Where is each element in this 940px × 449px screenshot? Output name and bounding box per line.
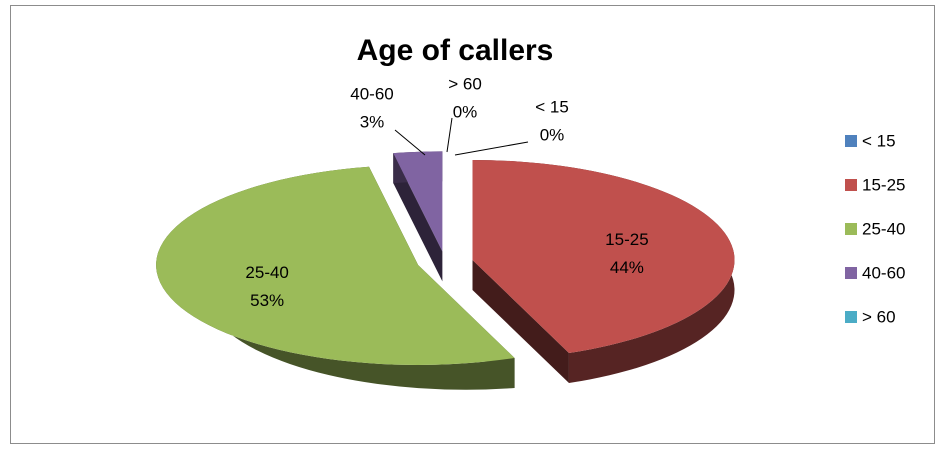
data-label-value: 53%	[250, 291, 284, 310]
slice-top	[156, 166, 515, 365]
data-label-name: 15-25	[605, 230, 648, 249]
data-label-value: 0%	[453, 102, 478, 121]
leader-line	[446, 117, 453, 153]
legend-swatch	[845, 135, 857, 147]
slice-wall	[472, 259, 569, 383]
data-label-value: 3%	[360, 112, 385, 131]
slice-top	[393, 151, 443, 252]
legend-label: 15-25	[862, 175, 905, 194]
slice	[393, 151, 443, 282]
chart-title: Age of callers	[357, 34, 554, 67]
data-label-name: 25-40	[245, 263, 288, 282]
data-label-value: 44%	[610, 258, 644, 277]
legend-label: > 60	[862, 307, 896, 326]
legend-swatch	[845, 179, 857, 191]
leader-line	[454, 141, 529, 156]
legend-label: 25-40	[862, 219, 905, 238]
slice	[156, 166, 515, 390]
data-label-name: < 15	[535, 97, 569, 116]
legend-label: 40-60	[862, 263, 905, 282]
slice-top	[472, 159, 735, 353]
data-label-name: 40-60	[350, 84, 393, 103]
data-label-name: > 60	[448, 74, 482, 93]
legend-label: < 15	[862, 131, 896, 150]
slice	[472, 159, 735, 383]
legend-swatch	[845, 311, 857, 323]
slice-wall	[393, 153, 443, 282]
leader-line	[394, 129, 426, 156]
data-label-value: 0%	[540, 125, 565, 144]
legend-swatch	[845, 223, 857, 235]
legend-swatch	[845, 267, 857, 279]
